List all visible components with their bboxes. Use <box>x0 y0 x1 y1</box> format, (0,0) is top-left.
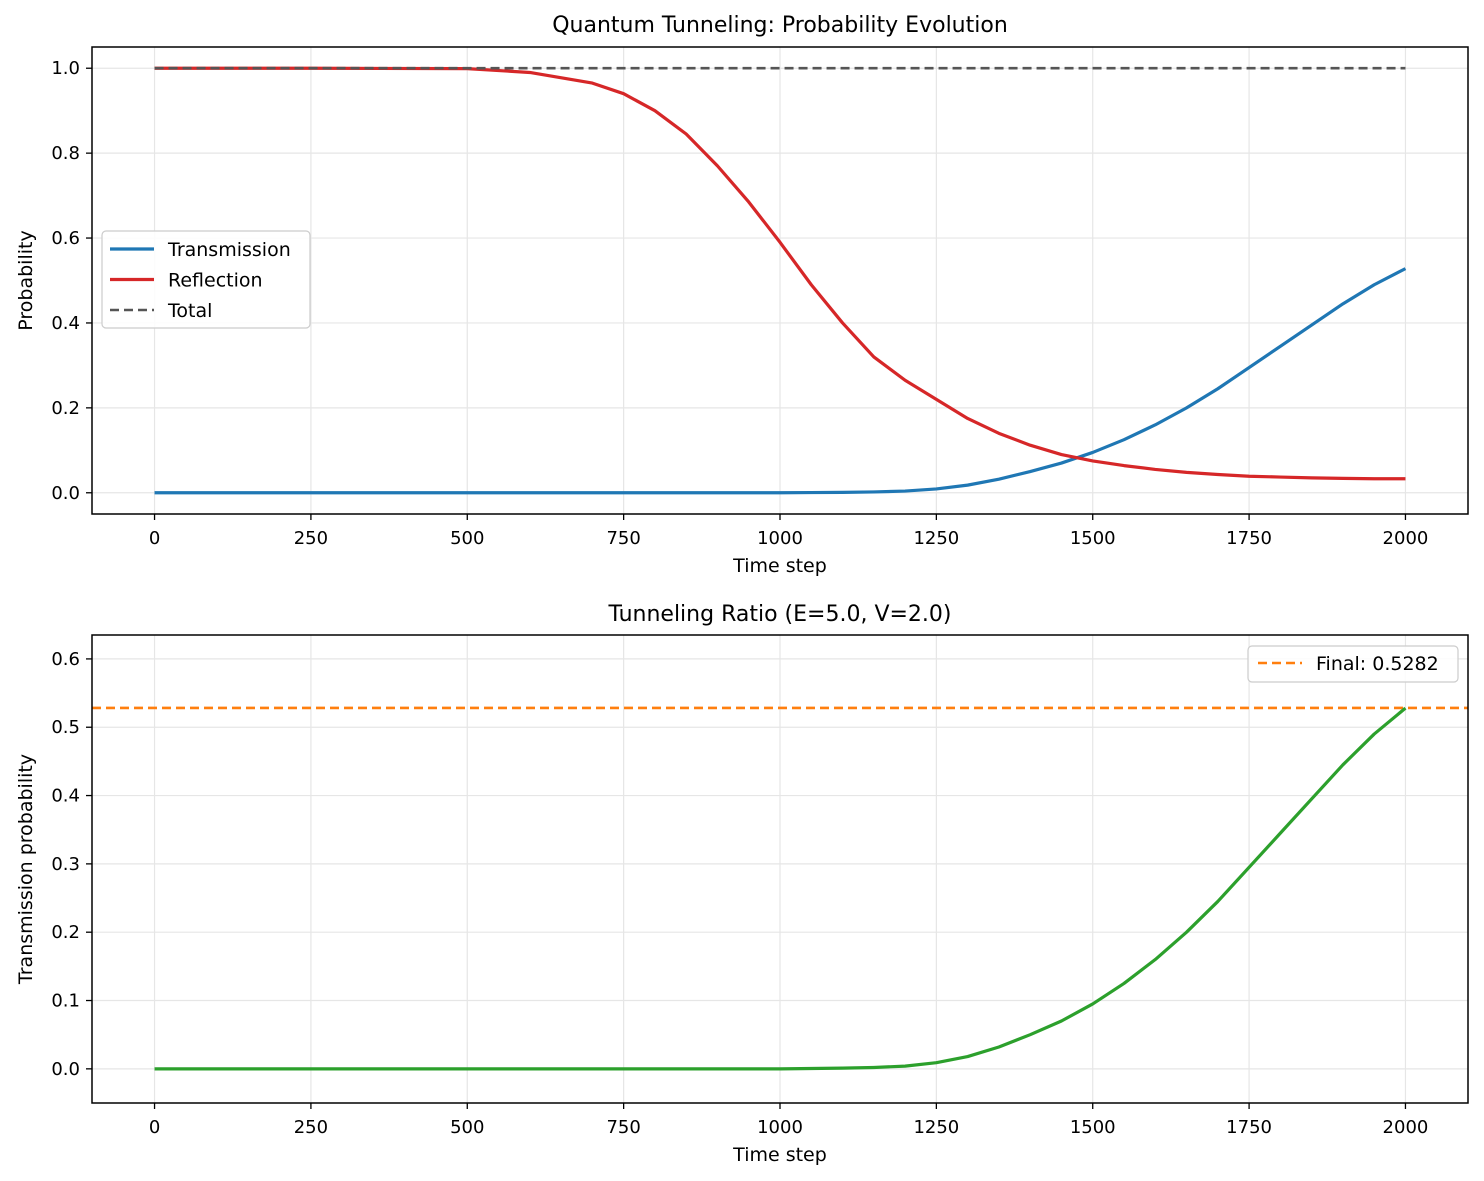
top-x-tick-label: 750 <box>606 528 640 549</box>
bottom-x-tick-label: 1000 <box>757 1117 803 1138</box>
bottom-legend: Final: 0.5282 <box>1247 645 1459 683</box>
bottom-x-tick-label: 500 <box>450 1117 484 1138</box>
top-x-tick-label: 0 <box>149 528 160 549</box>
top-y-tick-label: 0.6 <box>51 228 80 249</box>
top-x-tick-label: 250 <box>294 528 328 549</box>
top-chart-title: Quantum Tunneling: Probability Evolution <box>552 13 1008 38</box>
bottom-chart-title: Tunneling Ratio (E=5.0, V=2.0) <box>607 602 951 627</box>
bottom-x-axis-label: Time step <box>732 1144 827 1166</box>
bottom-y-tick-label: 0.5 <box>51 717 80 738</box>
top-legend-label-reflection: Reflection <box>168 270 263 292</box>
bottom-legend-box <box>1247 645 1459 683</box>
top-y-tick-label: 0.4 <box>51 313 80 334</box>
top-x-tick-label: 1500 <box>1070 528 1116 549</box>
top-x-axis-label: Time step <box>732 555 827 577</box>
bottom-y-tick-label: 0.2 <box>51 922 80 943</box>
top-series-transmission-line <box>154 267 1407 495</box>
top-legend-label-total: Total <box>167 300 212 322</box>
top-y-tick-label: 0.0 <box>51 483 80 504</box>
top-y-tick-label: 0.8 <box>51 143 80 164</box>
bottom-x-tick-label: 1750 <box>1226 1117 1272 1138</box>
top-legend-box <box>101 230 311 329</box>
bottom-x-tick-label: 250 <box>294 1117 328 1138</box>
bottom-y-tick-label: 0.4 <box>51 786 80 807</box>
top-chart: 0 250 500 750 1000 1250 1500 1750 2000 0.0 0.2 0.4 0… <box>15 13 1469 577</box>
top-legend: Transmission Reflection Total <box>101 230 311 329</box>
top-y-axis-label: Probability <box>15 230 37 330</box>
bottom-x-tick-label: 750 <box>606 1117 640 1138</box>
top-x-tick-label: 1750 <box>1226 528 1272 549</box>
bottom-series-transmission-probability-line <box>154 706 1407 1071</box>
top-y-tick-label: 1.0 <box>51 58 80 79</box>
bottom-y-tick-label: 0.3 <box>51 854 80 875</box>
bottom-x-tick-label: 1500 <box>1070 1117 1116 1138</box>
top-legend-label-transmission: Transmission <box>167 239 291 261</box>
bottom-x-tick-label: 2000 <box>1383 1117 1429 1138</box>
bottom-legend-label-final: Final: 0.5282 <box>1316 653 1439 675</box>
bottom-y-tick-label: 0.6 <box>51 649 80 670</box>
bottom-x-tick-label: 1250 <box>913 1117 959 1138</box>
bottom-y-tick-label: 0.0 <box>51 1059 80 1080</box>
top-x-tick-label: 2000 <box>1383 528 1429 549</box>
bottom-x-tick-label: 0 <box>149 1117 160 1138</box>
bottom-y-tick-label: 0.1 <box>51 991 80 1012</box>
top-x-tick-label: 1250 <box>913 528 959 549</box>
bottom-y-axis-label: Transmission probability <box>15 754 37 985</box>
top-x-tick-label: 1000 <box>757 528 803 549</box>
top-series-reflection-line <box>154 66 1406 481</box>
top-y-tick-label: 0.2 <box>51 398 80 419</box>
top-x-tick-label: 500 <box>450 528 484 549</box>
bottom-chart: 0 250 500 750 1000 1250 1500 1750 2000 0.0 0.1 0.2 0… <box>15 602 1469 1166</box>
